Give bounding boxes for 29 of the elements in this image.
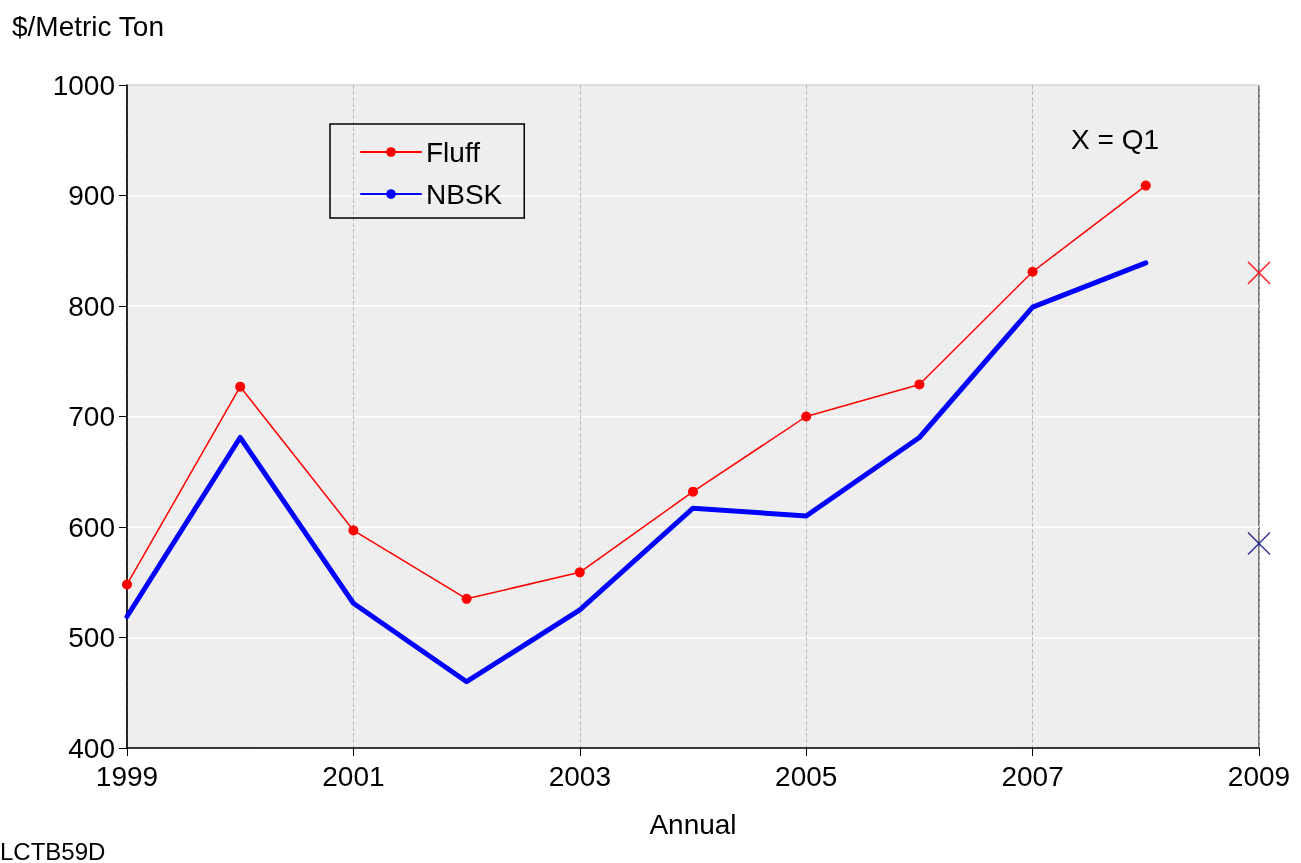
annotation: X = Q1 [1071,123,1159,155]
point [1247,261,1271,285]
x-tick-label: 2003 [548,760,611,792]
legend-label: NBSK [426,178,503,210]
y-tick-label: 700 [68,401,115,432]
y-tick-label: 800 [68,290,115,322]
x-tick-label: 2009 [1227,760,1291,792]
y-tick-label: 500 [68,622,115,653]
point [801,411,812,422]
point [1247,531,1271,556]
y-tick-label: 600 [68,511,115,543]
y-tick-label: 900 [68,180,115,211]
x-axis-title: Annual [649,808,737,840]
point [1027,266,1038,277]
y-axis-title: $/Metric Ton [12,10,164,42]
x-tick-label: 2007 [1001,760,1064,792]
point [122,579,132,590]
point [461,593,472,604]
point [235,381,246,392]
point [574,567,585,578]
point [1140,180,1151,191]
point [688,486,698,497]
y-tick-label: 1000 [52,69,115,101]
point [348,525,359,536]
x-tick-label: 2005 [775,760,838,792]
x-tick-label: 2001 [322,760,385,792]
legend-label: Fluff [426,136,481,168]
text: LCTB59D [0,837,106,863]
point [914,379,925,390]
